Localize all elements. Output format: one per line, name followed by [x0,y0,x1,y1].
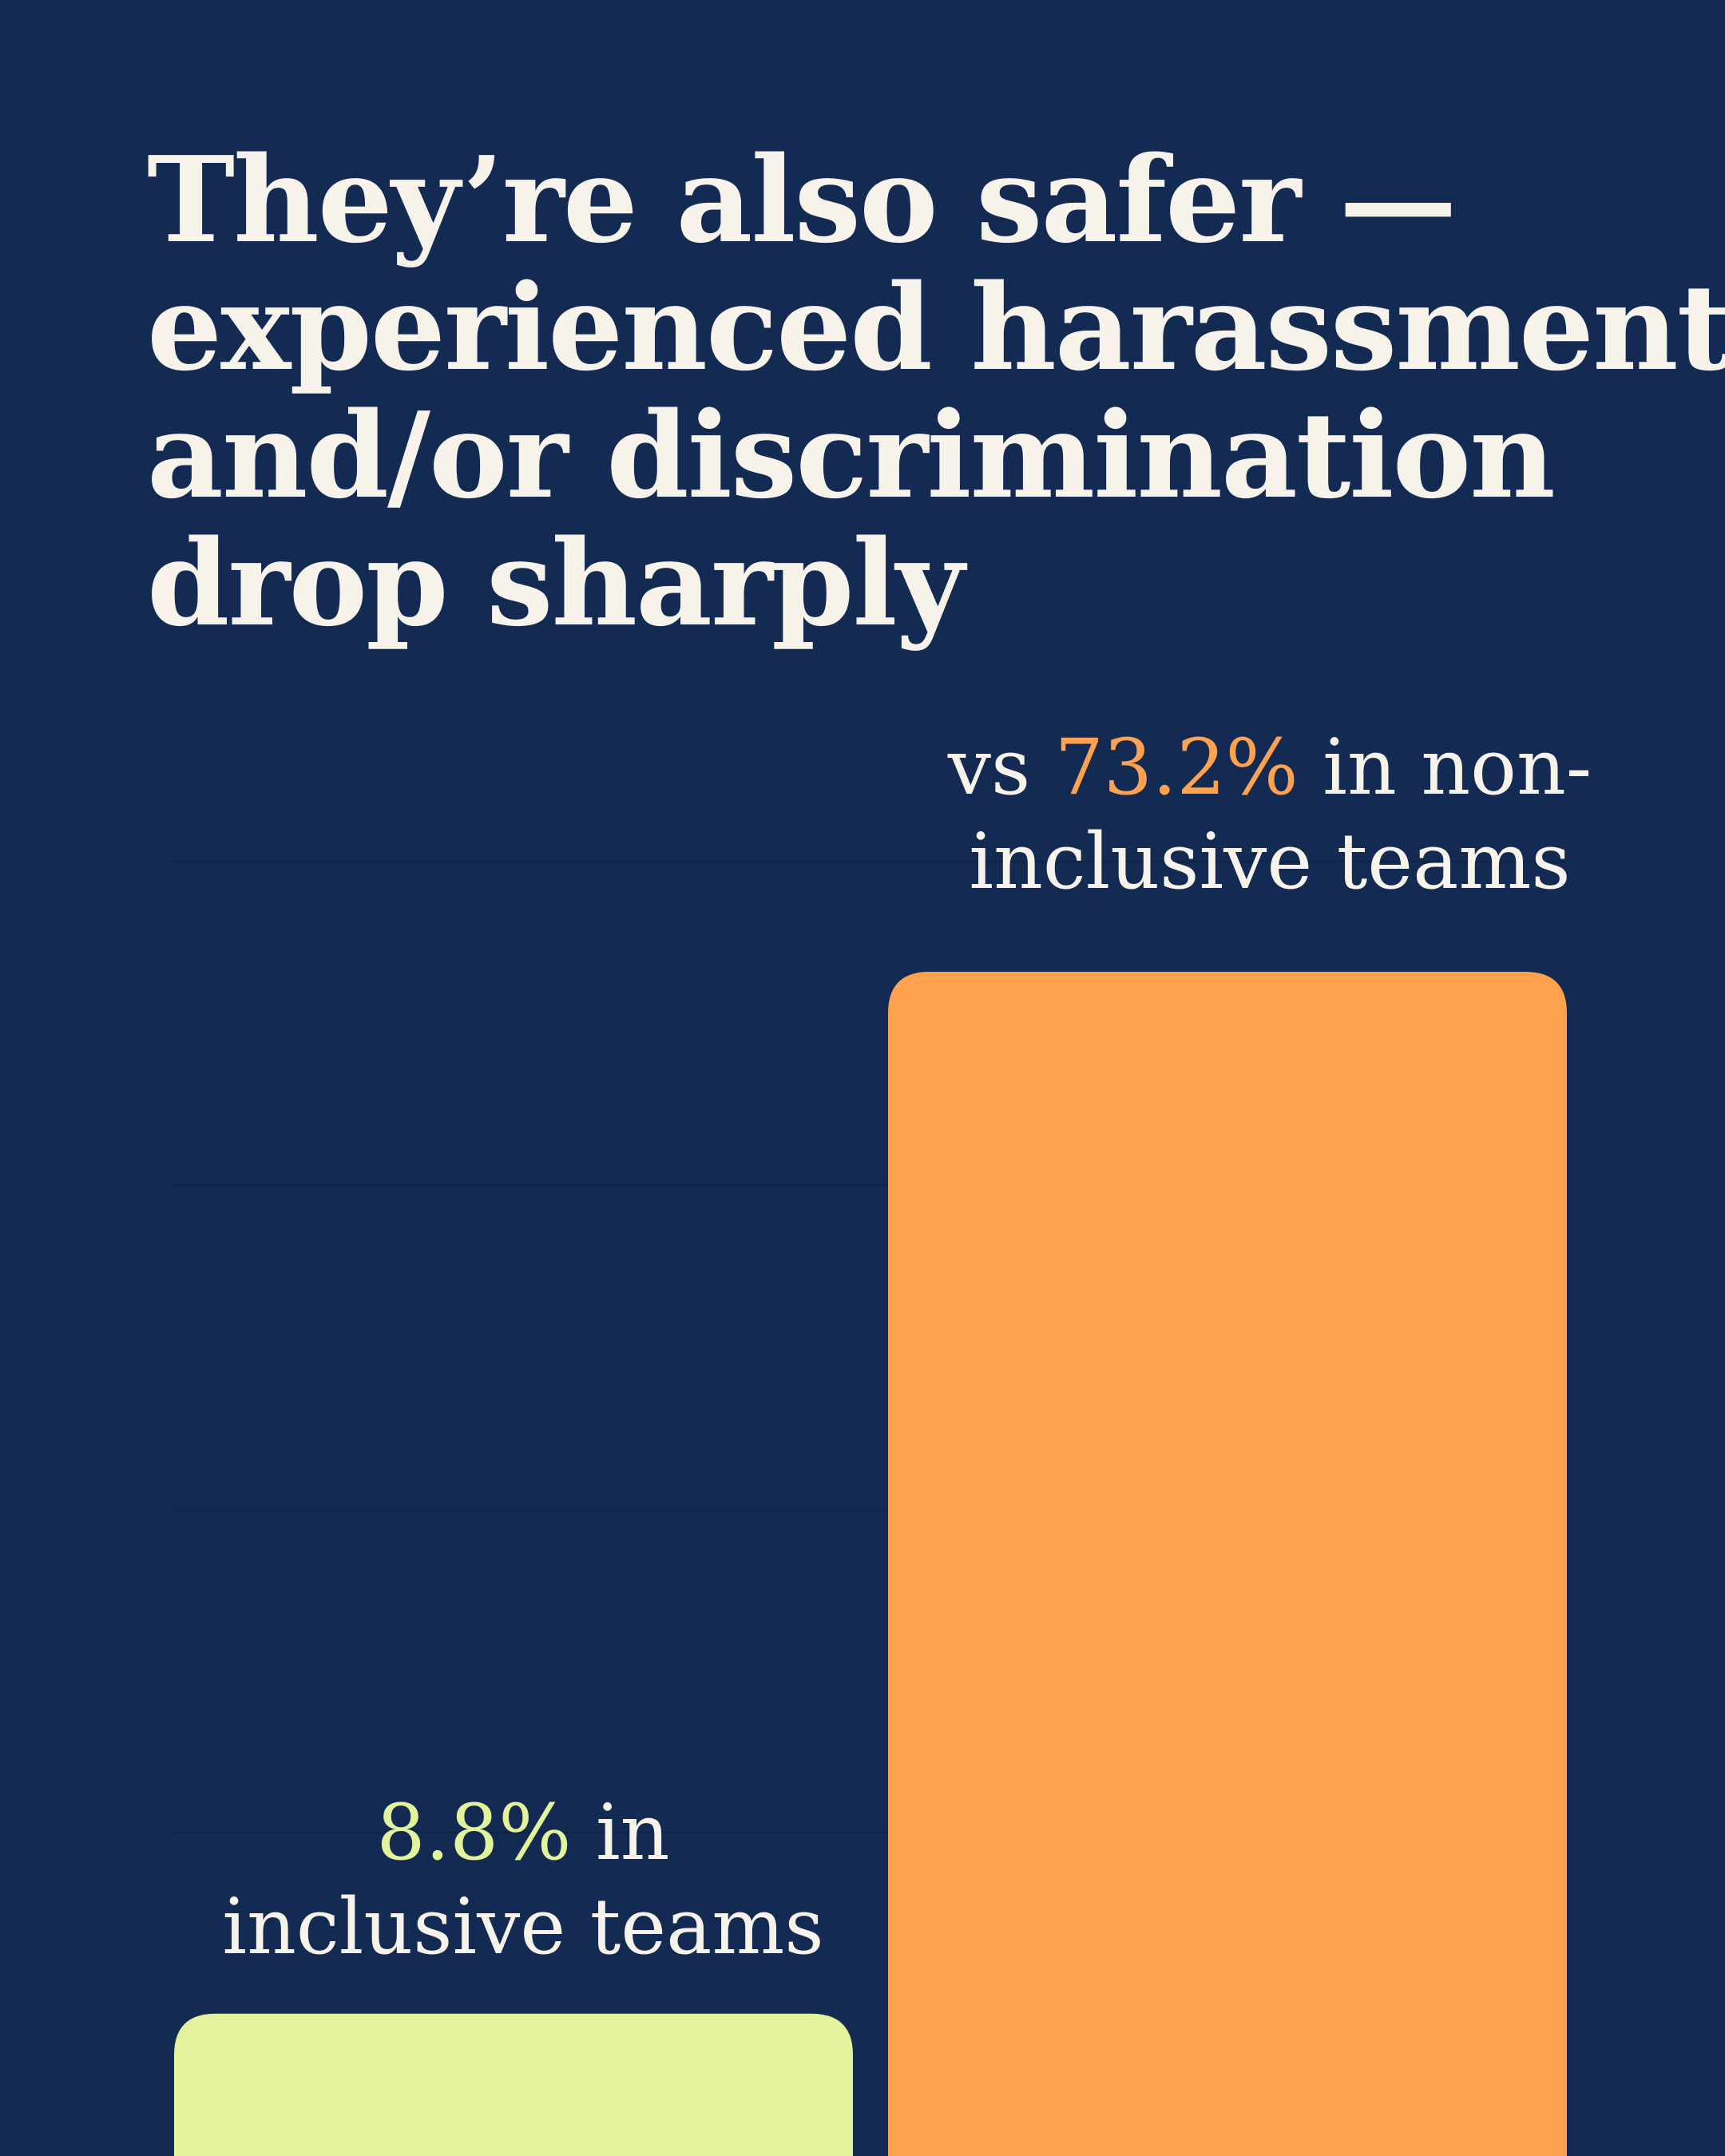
non-inclusive-data-label: vs 73.2% in non- inclusive teams [886,720,1653,909]
title-line-1: They’re also safer — [147,130,1457,269]
chart-bars [174,971,1567,2156]
bar-non-inclusive-teams [888,971,1567,2156]
non-inclusive-value: 73.2% [1054,723,1299,812]
inclusive-value: 8.8% [376,1788,572,1877]
title-line-3: and/or discrimination [147,386,1556,525]
title-line-4: drop sharply [147,513,965,652]
inclusive-label-suffix: in [571,1788,670,1877]
non-inclusive-label-suffix: in non- [1298,723,1592,812]
page-title: They’re also safer — experienced harassm… [147,130,1725,652]
inclusive-data-label: 8.8% in inclusive teams [168,1785,878,1974]
non-inclusive-label-line2: inclusive teams [969,817,1571,906]
bar-inclusive-teams [174,2013,853,2156]
title-line-2: experienced harassment [147,258,1725,397]
non-inclusive-label-prefix: vs [947,723,1055,812]
inclusive-label-line2: inclusive teams [222,1882,824,1972]
